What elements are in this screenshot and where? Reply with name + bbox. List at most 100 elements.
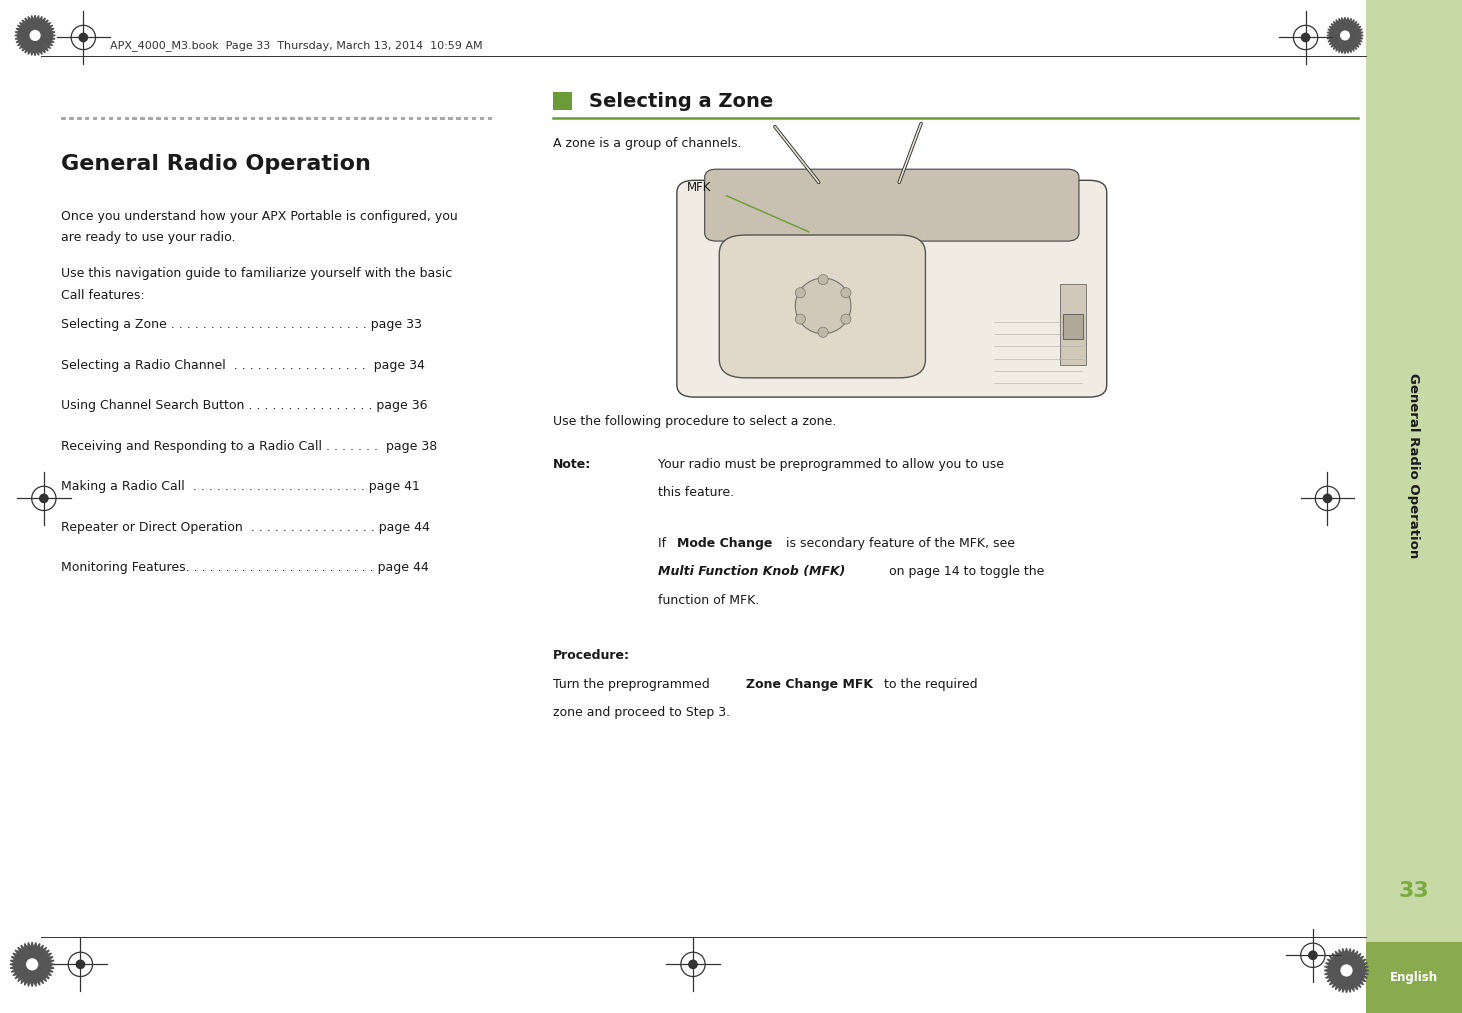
Bar <box>424 116 428 120</box>
FancyBboxPatch shape <box>719 235 925 378</box>
Text: function of MFK.: function of MFK. <box>658 594 759 607</box>
Bar <box>173 116 177 120</box>
Ellipse shape <box>1308 950 1317 960</box>
Bar <box>243 116 247 120</box>
Text: Once you understand how your APX Portable is configured, you: Once you understand how your APX Portabl… <box>61 210 458 223</box>
Bar <box>108 116 113 120</box>
Bar <box>433 116 437 120</box>
Bar <box>553 92 572 110</box>
Bar <box>148 116 152 120</box>
Bar <box>227 116 231 120</box>
Polygon shape <box>1325 948 1368 993</box>
Text: Use the following procedure to select a zone.: Use the following procedure to select a … <box>553 415 836 428</box>
Bar <box>259 116 263 120</box>
Text: Selecting a Radio Channel  . . . . . . . . . . . . . . . . .  page 34: Selecting a Radio Channel . . . . . . . … <box>61 359 425 372</box>
Ellipse shape <box>841 288 851 298</box>
Bar <box>117 116 121 120</box>
Bar <box>291 116 295 120</box>
Text: Your radio must be preprogrammed to allow you to use: Your radio must be preprogrammed to allo… <box>658 458 1004 471</box>
Bar <box>251 116 256 120</box>
Bar <box>393 116 398 120</box>
Text: Monitoring Features. . . . . . . . . . . . . . . . . . . . . . . . page 44: Monitoring Features. . . . . . . . . . .… <box>61 561 430 574</box>
Text: A zone is a group of channels.: A zone is a group of channels. <box>553 137 741 150</box>
Ellipse shape <box>841 314 851 324</box>
Text: General Radio Operation: General Radio Operation <box>1408 374 1420 558</box>
Bar <box>449 116 453 120</box>
Bar <box>472 116 477 120</box>
Text: APX_4000_M3.book  Page 33  Thursday, March 13, 2014  10:59 AM: APX_4000_M3.book Page 33 Thursday, March… <box>110 41 482 51</box>
Bar <box>275 116 279 120</box>
Bar <box>361 116 366 120</box>
Bar <box>101 116 105 120</box>
Text: Zone Change MFK: Zone Change MFK <box>746 678 873 691</box>
Ellipse shape <box>819 275 827 285</box>
Text: Receiving and Responding to a Radio Call . . . . . . .  page 38: Receiving and Responding to a Radio Call… <box>61 440 437 453</box>
Bar <box>219 116 224 120</box>
Bar <box>266 116 270 120</box>
Ellipse shape <box>79 32 88 43</box>
Bar <box>488 116 493 120</box>
Bar <box>330 116 335 120</box>
Bar <box>345 116 349 120</box>
Text: Use this navigation guide to familiarize yourself with the basic: Use this navigation guide to familiarize… <box>61 267 453 281</box>
Bar <box>164 116 168 120</box>
Text: to the required: to the required <box>880 678 978 691</box>
Bar <box>77 116 82 120</box>
Text: 33: 33 <box>1398 881 1430 902</box>
Bar <box>1060 284 1086 365</box>
Bar <box>187 116 192 120</box>
Ellipse shape <box>819 327 827 337</box>
Bar <box>354 116 358 120</box>
Bar <box>385 116 389 120</box>
Bar <box>440 116 444 120</box>
Text: are ready to use your radio.: are ready to use your radio. <box>61 231 235 244</box>
Bar <box>61 116 66 120</box>
Bar <box>480 116 484 120</box>
Text: Turn the preprogrammed: Turn the preprogrammed <box>553 678 713 691</box>
Polygon shape <box>10 942 54 987</box>
Ellipse shape <box>795 314 806 324</box>
Bar <box>180 116 184 120</box>
Polygon shape <box>1327 17 1363 54</box>
Ellipse shape <box>1323 493 1332 503</box>
Polygon shape <box>15 15 56 56</box>
Ellipse shape <box>39 493 48 503</box>
Ellipse shape <box>1341 30 1349 41</box>
Text: English: English <box>1390 971 1437 984</box>
Bar <box>370 116 374 120</box>
Bar <box>1063 314 1083 339</box>
Ellipse shape <box>26 958 38 970</box>
Ellipse shape <box>1301 32 1310 43</box>
Text: Selecting a Zone: Selecting a Zone <box>589 92 773 110</box>
Ellipse shape <box>795 288 806 298</box>
Text: Using Channel Search Button . . . . . . . . . . . . . . . . page 36: Using Channel Search Button . . . . . . … <box>61 399 428 412</box>
Text: Repeater or Direct Operation  . . . . . . . . . . . . . . . . page 44: Repeater or Direct Operation . . . . . .… <box>61 521 430 534</box>
FancyBboxPatch shape <box>677 180 1107 397</box>
Text: on page 14 to toggle the: on page 14 to toggle the <box>885 565 1044 578</box>
Bar <box>212 116 216 120</box>
Text: zone and proceed to Step 3.: zone and proceed to Step 3. <box>553 706 730 719</box>
Bar <box>306 116 310 120</box>
Bar <box>314 116 319 120</box>
Bar <box>124 116 129 120</box>
Bar <box>377 116 382 120</box>
Bar <box>298 116 303 120</box>
FancyBboxPatch shape <box>705 169 1079 241</box>
Text: General Radio Operation: General Radio Operation <box>61 154 371 174</box>
Bar <box>203 116 208 120</box>
Bar <box>133 116 137 120</box>
Bar <box>1366 942 1462 1013</box>
Text: Multi Function Knob (MFK): Multi Function Knob (MFK) <box>658 565 845 578</box>
Ellipse shape <box>689 959 697 969</box>
Bar <box>196 116 200 120</box>
Ellipse shape <box>795 278 851 333</box>
Text: Note:: Note: <box>553 458 591 471</box>
Text: this feature.: this feature. <box>658 486 734 499</box>
Ellipse shape <box>29 29 41 41</box>
Bar <box>322 116 326 120</box>
Bar <box>417 116 421 120</box>
Bar <box>69 116 73 120</box>
Text: Making a Radio Call  . . . . . . . . . . . . . . . . . . . . . . page 41: Making a Radio Call . . . . . . . . . . … <box>61 480 420 493</box>
Bar <box>338 116 342 120</box>
Text: is secondary feature of the MFK, see: is secondary feature of the MFK, see <box>782 537 1015 550</box>
